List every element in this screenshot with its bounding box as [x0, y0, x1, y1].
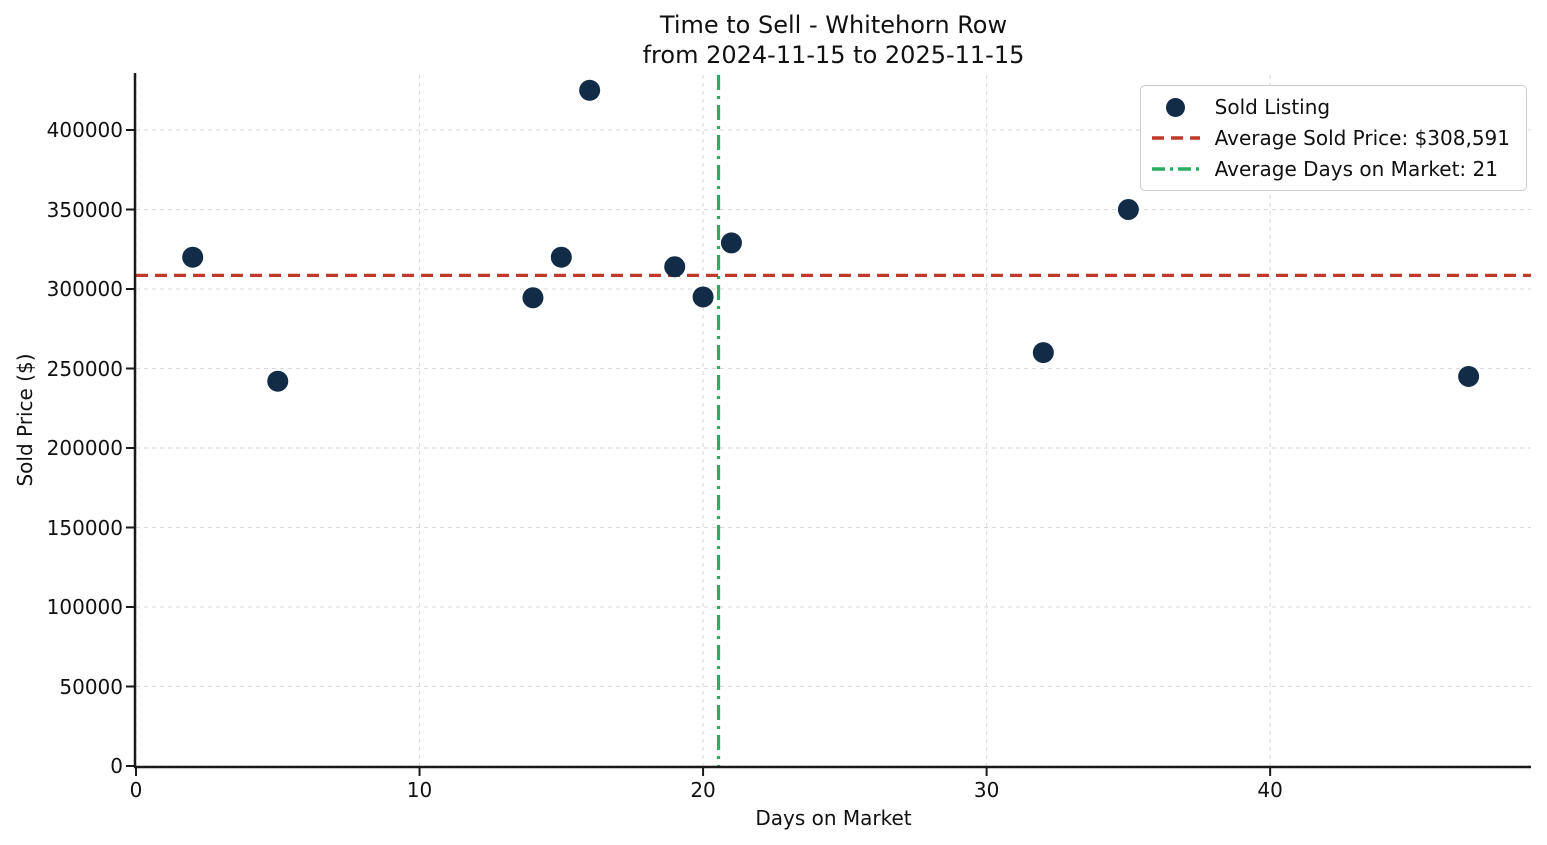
x-tick-label: 30 — [973, 778, 1000, 802]
y-tick-label: 50000 — [59, 674, 123, 699]
data-point — [550, 246, 572, 268]
data-point — [1458, 365, 1480, 387]
x-tick-label: 0 — [129, 778, 143, 802]
dashdot-line-icon — [1151, 159, 1201, 179]
x-tick-label: 10 — [406, 778, 433, 802]
y-tick-label: 0 — [110, 754, 123, 778]
sold-listing-dot-icon — [1151, 97, 1201, 117]
plot-area: 0 10 20 30 40 0 50000 100000 150000 200000 250000… — [47, 73, 1531, 802]
data-point — [720, 232, 742, 254]
legend-item-average-days: Average Days on Market: 21 — [1151, 157, 1510, 181]
dashed-line-icon — [1151, 128, 1201, 148]
data-point — [1032, 342, 1054, 364]
data-point — [522, 287, 544, 309]
legend-label: Average Days on Market: 21 — [1214, 157, 1498, 181]
legend-item-average-sold-price: Average Sold Price: $308,591 — [1151, 126, 1510, 150]
y-tick-label: 150000 — [46, 515, 123, 540]
data-point — [664, 256, 686, 278]
y-tick-label: 400000 — [46, 118, 123, 142]
x-axis-label: Days on Market — [755, 806, 912, 830]
data-point — [182, 246, 204, 268]
y-axis-label: Sold Price ($) — [13, 353, 37, 487]
legend-label: Sold Listing — [1214, 95, 1331, 119]
legend-label: Average Sold Price: $308,591 — [1214, 126, 1510, 150]
chart-title: Time to Sell - Whitehorn Row from 2024-1… — [136, 10, 1531, 70]
chart-title-line2: from 2024-11-15 to 2025-11-15 — [642, 41, 1025, 69]
legend-item-sold-listing: Sold Listing — [1151, 95, 1510, 119]
y-tick-label: 200000 — [46, 436, 123, 460]
y-tick-label: 300000 — [46, 277, 123, 301]
data-point — [692, 286, 714, 308]
chart-title-line1: Time to Sell - Whitehorn Row — [659, 11, 1008, 39]
data-point — [579, 79, 601, 101]
scatter-plot-canvas — [126, 73, 1531, 776]
y-tick-label: 100000 — [46, 595, 123, 619]
x-tick-label: 20 — [690, 778, 716, 802]
data-point — [267, 370, 289, 392]
y-tick-label: 350000 — [46, 197, 123, 222]
y-tick-label: 250000 — [46, 356, 123, 381]
data-point — [1117, 199, 1139, 221]
x-tick-label: 40 — [1257, 778, 1283, 802]
legend: Sold Listing Average Sold Price: $308,59… — [1139, 85, 1527, 191]
